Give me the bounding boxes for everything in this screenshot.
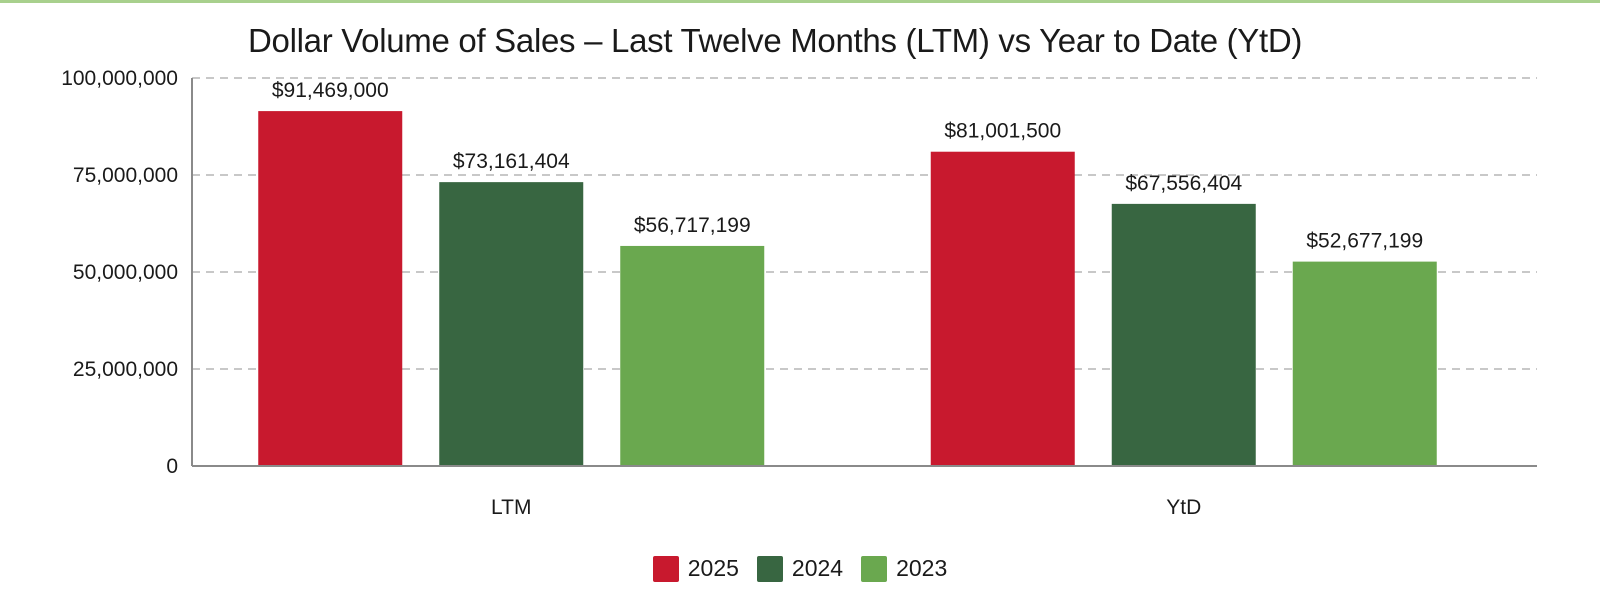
data-labels: $91,469,000 $73,161,404 $56,717,199 $81,001… <box>272 79 1423 253</box>
y-tick-label: 75,000,000 <box>73 164 178 187</box>
legend-swatch <box>861 555 888 582</box>
y-tick-label: 0 <box>166 455 178 478</box>
data-label-ltm-2025: $91,469,000 <box>272 79 389 102</box>
y-axis-ticks: 0 25,000,000 50,000,000 75,000,000 100,000,0… <box>61 67 178 478</box>
bar-ltm-2023 <box>620 245 765 466</box>
y-tick-label: 50,000,000 <box>73 261 178 284</box>
legend-swatch <box>756 555 783 582</box>
data-label-ytd-2025: $81,001,500 <box>944 120 1061 143</box>
chart-title: Dollar Volume of Sales – Last Twelve Mon… <box>248 22 1303 59</box>
y-tick-label: 25,000,000 <box>73 358 178 381</box>
legend-item-2023[interactable]: 2023 <box>861 555 947 582</box>
axes <box>191 78 1537 467</box>
legend-item-2025[interactable]: 2025 <box>652 555 739 582</box>
x-category-label: YtD <box>1166 496 1201 519</box>
bar-ytd-2025 <box>930 151 1075 467</box>
category-labels: LTM YtD <box>491 496 1201 519</box>
legend-label: 2024 <box>791 555 844 581</box>
bars <box>258 111 1437 467</box>
data-label-ytd-2023: $52,677,199 <box>1306 230 1423 253</box>
legend-label: 2025 <box>687 555 739 581</box>
legend-label: 2023 <box>896 555 948 581</box>
legend: 2025 2024 2023 <box>0 555 1600 582</box>
data-label-ltm-2024: $73,161,404 <box>453 150 570 173</box>
bar-ltm-2024 <box>439 182 584 466</box>
bar-ltm-2025 <box>258 111 403 466</box>
data-label-ytd-2024: $67,556,404 <box>1125 172 1242 195</box>
data-label-ltm-2023: $56,717,199 <box>634 214 751 237</box>
top-border-rule <box>0 0 1600 3</box>
bar-ytd-2023 <box>1292 261 1437 466</box>
x-category-label: LTM <box>491 496 531 519</box>
legend-swatch <box>652 555 679 582</box>
y-tick-label: 100,000,000 <box>61 67 178 90</box>
bar-ytd-2024 <box>1111 203 1256 466</box>
legend-item-2024[interactable]: 2024 <box>756 555 844 582</box>
